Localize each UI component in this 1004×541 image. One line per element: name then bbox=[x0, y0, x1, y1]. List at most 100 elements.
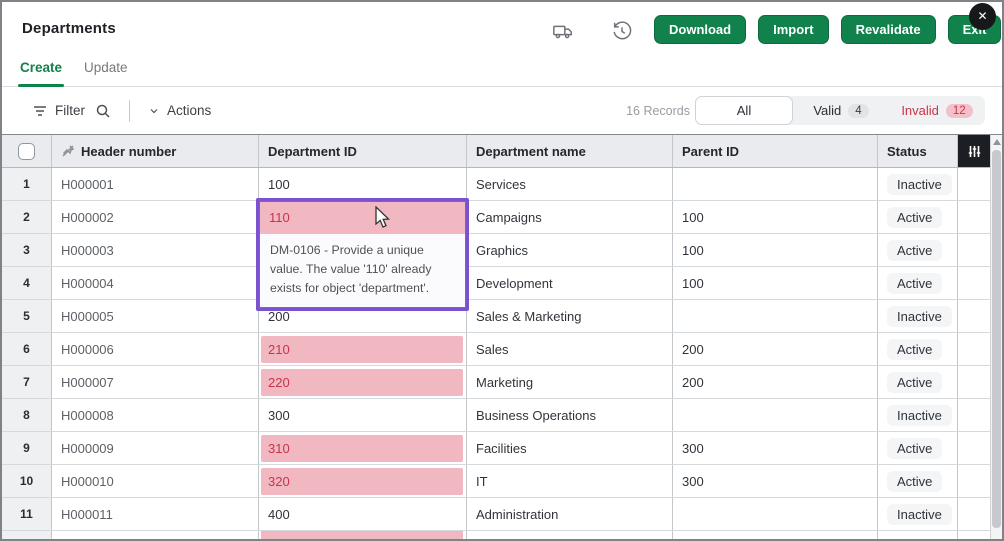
segment-invalid[interactable]: Invalid 12 bbox=[889, 96, 985, 125]
department-name-cell[interactable]: Sales bbox=[467, 333, 673, 365]
department-id-cell[interactable]: 320 bbox=[259, 465, 467, 497]
header-number-cell[interactable]: H000011 bbox=[52, 498, 259, 530]
department-name-cell[interactable]: IT bbox=[467, 465, 673, 497]
department-name-cell[interactable]: Development bbox=[467, 267, 673, 299]
department-id-cell[interactable]: 310 bbox=[259, 432, 467, 464]
row-end-spacer bbox=[958, 333, 990, 365]
import-button[interactable]: Import bbox=[758, 15, 828, 44]
department-name-cell[interactable]: Facilities bbox=[467, 432, 673, 464]
header-number-cell[interactable] bbox=[52, 531, 259, 540]
department-name-cell[interactable]: Services bbox=[467, 168, 673, 200]
status-badge: Inactive bbox=[887, 174, 952, 195]
column-settings-button[interactable] bbox=[958, 135, 990, 167]
col-header-number[interactable]: Header number bbox=[52, 135, 259, 167]
department-name-cell[interactable]: Campaigns bbox=[467, 201, 673, 233]
parent-id-cell[interactable]: 100 bbox=[673, 267, 878, 299]
row-number-cell: 9 bbox=[2, 432, 52, 464]
download-button[interactable]: Download bbox=[654, 15, 746, 44]
invalid-cell-value[interactable]: 110 bbox=[260, 202, 465, 234]
status-cell[interactable]: Active bbox=[878, 465, 958, 497]
department-name-cell[interactable]: Sales & Marketing bbox=[467, 300, 673, 332]
tab-create[interactable]: Create bbox=[20, 58, 62, 86]
header-number-cell[interactable]: H000007 bbox=[52, 366, 259, 398]
header-number-cell[interactable]: H000006 bbox=[52, 333, 259, 365]
table-row[interactable]: 3 H000003 Graphics 100 Active bbox=[2, 234, 990, 267]
col-parent-id[interactable]: Parent ID bbox=[673, 135, 878, 167]
scrollbar-thumb[interactable] bbox=[992, 150, 1001, 528]
parent-id-cell[interactable]: 200 bbox=[673, 333, 878, 365]
department-id-cell[interactable] bbox=[259, 531, 467, 540]
scroll-up-icon[interactable] bbox=[993, 139, 1001, 145]
parent-id-cell[interactable] bbox=[673, 399, 878, 431]
table-row[interactable]: 11 H000011 400 Administration Inactive bbox=[2, 498, 990, 531]
parent-id-cell[interactable] bbox=[673, 300, 878, 332]
table-row[interactable] bbox=[2, 531, 990, 540]
header-number-cell[interactable]: H000004 bbox=[52, 267, 259, 299]
parent-id-cell[interactable] bbox=[673, 498, 878, 530]
status-cell[interactable] bbox=[878, 531, 958, 540]
col-department-name[interactable]: Department name bbox=[467, 135, 673, 167]
header-number-cell[interactable]: H000003 bbox=[52, 234, 259, 266]
select-all-checkbox[interactable] bbox=[18, 143, 35, 160]
status-cell[interactable]: Inactive bbox=[878, 300, 958, 332]
department-name-cell[interactable]: Marketing bbox=[467, 366, 673, 398]
parent-id-cell[interactable] bbox=[673, 168, 878, 200]
department-name-cell[interactable]: Administration bbox=[467, 498, 673, 530]
header-number-cell[interactable]: H000009 bbox=[52, 432, 259, 464]
header-number-cell[interactable]: H000002 bbox=[52, 201, 259, 233]
header-number-cell[interactable]: H000008 bbox=[52, 399, 259, 431]
table-row[interactable]: 10 H000010 320 IT 300 Active bbox=[2, 465, 990, 498]
vertical-scrollbar[interactable] bbox=[990, 135, 1002, 539]
table-row[interactable]: 5 H000005 200 Sales & Marketing Inactive bbox=[2, 300, 990, 333]
status-cell[interactable]: Active bbox=[878, 333, 958, 365]
parent-id-cell[interactable]: 200 bbox=[673, 366, 878, 398]
status-badge: Active bbox=[887, 471, 942, 492]
close-icon[interactable]: ✕ bbox=[969, 3, 996, 30]
header-number-cell[interactable]: H000001 bbox=[52, 168, 259, 200]
tab-update[interactable]: Update bbox=[84, 58, 128, 86]
table-row[interactable]: 4 H000004 Development 100 Active bbox=[2, 267, 990, 300]
department-name-cell[interactable]: Graphics bbox=[467, 234, 673, 266]
history-icon[interactable] bbox=[611, 20, 633, 42]
row-end-spacer bbox=[958, 465, 990, 497]
status-cell[interactable]: Inactive bbox=[878, 399, 958, 431]
table-row[interactable]: 7 H000007 220 Marketing 200 Active bbox=[2, 366, 990, 399]
status-cell[interactable]: Active bbox=[878, 201, 958, 233]
department-id-cell[interactable]: 300 bbox=[259, 399, 467, 431]
status-cell[interactable]: Active bbox=[878, 234, 958, 266]
segment-valid[interactable]: Valid 4 bbox=[793, 96, 889, 125]
parent-id-cell[interactable]: 100 bbox=[673, 201, 878, 233]
status-cell[interactable]: Active bbox=[878, 267, 958, 299]
filter-button[interactable]: Filter bbox=[32, 103, 85, 119]
status-cell[interactable]: Inactive bbox=[878, 498, 958, 530]
parent-id-cell[interactable]: 300 bbox=[673, 465, 878, 497]
table-row[interactable]: 1 H000001 100 Services Inactive bbox=[2, 168, 990, 201]
department-id-cell[interactable]: 210 bbox=[259, 333, 467, 365]
status-cell[interactable]: Inactive bbox=[878, 168, 958, 200]
truck-icon[interactable] bbox=[552, 20, 574, 42]
parent-id-cell[interactable] bbox=[673, 531, 878, 540]
department-name-cell[interactable] bbox=[467, 531, 673, 540]
table-row[interactable]: 6 H000006 210 Sales 200 Active bbox=[2, 333, 990, 366]
actions-menu[interactable]: Actions bbox=[148, 103, 211, 118]
status-cell[interactable]: Active bbox=[878, 366, 958, 398]
col-status[interactable]: Status bbox=[878, 135, 958, 167]
search-icon[interactable] bbox=[95, 103, 111, 119]
department-id-cell[interactable]: 100 bbox=[259, 168, 467, 200]
table-row[interactable]: 9 H000009 310 Facilities 300 Active bbox=[2, 432, 990, 465]
department-name-cell[interactable]: Business Operations bbox=[467, 399, 673, 431]
parent-id-cell[interactable]: 100 bbox=[673, 234, 878, 266]
department-id-cell[interactable]: 400 bbox=[259, 498, 467, 530]
status-cell[interactable]: Active bbox=[878, 432, 958, 464]
row-end-spacer bbox=[958, 201, 990, 233]
revalidate-button[interactable]: Revalidate bbox=[841, 15, 936, 44]
col-department-id[interactable]: Department ID bbox=[259, 135, 467, 167]
department-id-cell[interactable]: 220 bbox=[259, 366, 467, 398]
segment-all[interactable]: All bbox=[695, 96, 793, 125]
parent-id-cell[interactable]: 300 bbox=[673, 432, 878, 464]
header-number-cell[interactable]: H000010 bbox=[52, 465, 259, 497]
table-row[interactable]: 8 H000008 300 Business Operations Inacti… bbox=[2, 399, 990, 432]
header-number-cell[interactable]: H000005 bbox=[52, 300, 259, 332]
table-row[interactable]: 2 H000002 110 Campaigns 100 Active bbox=[2, 201, 990, 234]
status-badge: Inactive bbox=[887, 405, 952, 426]
